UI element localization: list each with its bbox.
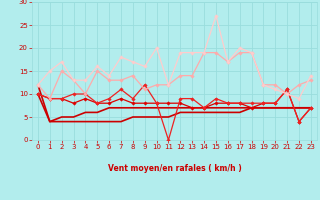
X-axis label: Vent moyen/en rafales ( km/h ): Vent moyen/en rafales ( km/h ) [108, 164, 241, 173]
